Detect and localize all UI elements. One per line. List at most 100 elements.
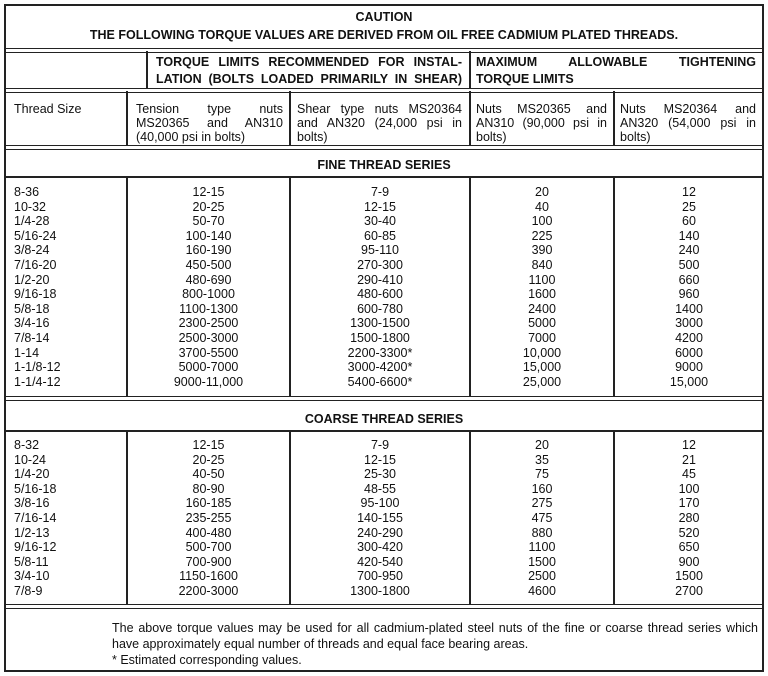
header-line: TORQUE LIMITS bbox=[476, 72, 574, 86]
torque-value-cell: 1400 bbox=[675, 301, 703, 316]
header-line: MAXIMUM ALLOWABLE TIGHTENING bbox=[476, 55, 756, 69]
torque-value-cell: 500 bbox=[678, 257, 700, 272]
divider bbox=[4, 430, 764, 432]
torque-value-cell: 280 bbox=[678, 510, 700, 525]
torque-value-cell: 480-690 bbox=[185, 272, 232, 287]
thread-size-cell: 3/4-10 bbox=[14, 569, 50, 584]
torque-value-cell: 2500-3000 bbox=[178, 330, 239, 345]
caution-banner: CAUTION THE FOLLOWING TORQUE VALUES ARE … bbox=[6, 8, 762, 44]
column-header-max-ms20365: Nuts MS20365 and AN310 (90,000 psi in bo… bbox=[476, 102, 607, 144]
torque-value-cell: 520 bbox=[678, 525, 700, 540]
torque-value-cell: 35 bbox=[535, 452, 549, 467]
thread-size-cell: 5/16-18 bbox=[14, 481, 57, 496]
thread-size-cell: 5/8-18 bbox=[14, 301, 50, 316]
torque-value-cell: 75 bbox=[535, 467, 549, 482]
thread-size-cell: 8-36 bbox=[14, 185, 40, 199]
divider bbox=[289, 91, 291, 146]
torque-value-cell: 20-25 bbox=[192, 199, 225, 214]
torque-value-cell: 25,000 bbox=[522, 374, 562, 389]
divider bbox=[469, 91, 471, 146]
thread-size-cell: 9/16-12 bbox=[14, 540, 57, 555]
header-line: LATION (BOLTS LOADED PRIMARILY IN SHEAR) bbox=[156, 72, 462, 86]
torque-value-cell: 1100 bbox=[528, 540, 556, 555]
torque-value-cell: 700-900 bbox=[185, 554, 232, 569]
torque-value-cell: 6000 bbox=[675, 345, 703, 360]
torque-value-cell: 960 bbox=[678, 287, 700, 302]
caution-text: THE FOLLOWING TORQUE VALUES ARE DERIVED … bbox=[89, 28, 679, 42]
notes-paragraph: The above torque values may be used for … bbox=[112, 621, 758, 651]
torque-value-cell: 1500 bbox=[675, 569, 703, 584]
torque-value-cell: 270-300 bbox=[357, 257, 403, 272]
column-header-max-ms20364: Nuts MS20364 and AN320 (54,000 psi in bo… bbox=[620, 102, 756, 144]
section-title-coarse: COARSE THREAD SERIES bbox=[304, 412, 464, 426]
thread-size-cell: 8-32 bbox=[14, 438, 40, 452]
torque-value-cell: 1150-1600 bbox=[179, 569, 238, 584]
divider bbox=[4, 176, 764, 178]
section-title-fine: FINE THREAD SERIES bbox=[317, 158, 451, 172]
torque-value-cell: 5000-7000 bbox=[178, 360, 239, 375]
coarse-max-ms20364-column: 12 21 45 100 170 280 520 650 900 1500 2700 bbox=[615, 438, 763, 599]
torque-value-cell: 2200-3300* bbox=[347, 345, 413, 360]
torque-value-cell: 480-600 bbox=[357, 287, 403, 302]
torque-value-cell: 450-500 bbox=[185, 257, 232, 272]
torque-value-cell: 7-9 bbox=[370, 185, 390, 199]
torque-value-cell: 50-70 bbox=[192, 214, 225, 229]
torque-value-cell: 15,000 bbox=[669, 374, 709, 389]
divider bbox=[126, 432, 128, 605]
torque-value-cell: 5000 bbox=[528, 316, 556, 331]
divider bbox=[469, 51, 471, 89]
thread-size-cell: 3/8-24 bbox=[14, 243, 50, 258]
torque-value-cell: 500-700 bbox=[185, 540, 232, 555]
torque-value-cell: 900 bbox=[678, 554, 700, 569]
torque-value-cell: 20-25 bbox=[192, 452, 225, 467]
thread-size-cell: 7/8-14 bbox=[14, 330, 50, 345]
torque-value-cell: 9000 bbox=[675, 360, 703, 375]
torque-value-cell: 25-30 bbox=[364, 467, 396, 482]
torque-value-cell: 10,000 bbox=[522, 345, 562, 360]
torque-value-cell: 80-90 bbox=[192, 481, 225, 496]
divider bbox=[4, 604, 764, 609]
torque-value-cell: 390 bbox=[531, 243, 553, 258]
thread-size-cell: 1/4-28 bbox=[14, 214, 50, 229]
torque-value-cell: 48-55 bbox=[364, 481, 396, 496]
column-header-shear-nuts: Shear type nuts MS20364 and AN320 (24,00… bbox=[297, 102, 462, 144]
footnote: * Estimated corresponding values. bbox=[112, 653, 302, 667]
torque-value-cell: 100 bbox=[531, 214, 553, 229]
torque-value-cell: 60-85 bbox=[364, 228, 396, 243]
torque-table bbox=[4, 4, 764, 672]
torque-value-cell: 400-480 bbox=[185, 525, 232, 540]
torque-value-cell: 12 bbox=[682, 438, 696, 452]
torque-value-cell: 40-50 bbox=[192, 467, 225, 482]
torque-value-cell: 290-410 bbox=[357, 272, 403, 287]
torque-value-cell: 160-190 bbox=[185, 243, 232, 258]
torque-value-cell: 1500-1800 bbox=[350, 330, 410, 345]
divider bbox=[289, 178, 291, 397]
torque-value-cell: 9000-11,000 bbox=[173, 374, 244, 389]
thread-size-cell: 1/4-20 bbox=[14, 467, 50, 482]
divider bbox=[289, 432, 291, 605]
torque-value-cell: 12-15 bbox=[364, 199, 396, 214]
torque-value-cell: 840 bbox=[531, 257, 553, 272]
torque-value-cell: 25 bbox=[682, 199, 696, 214]
torque-value-cell: 4600 bbox=[528, 583, 556, 598]
torque-value-cell: 30-40 bbox=[364, 214, 396, 229]
torque-value-cell: 880 bbox=[531, 525, 553, 540]
divider bbox=[613, 432, 615, 605]
divider bbox=[4, 396, 764, 401]
torque-value-cell: 100 bbox=[678, 481, 700, 496]
torque-value-cell: 2500 bbox=[528, 569, 556, 584]
divider bbox=[469, 178, 471, 397]
torque-value-cell: 660 bbox=[678, 272, 700, 287]
torque-value-cell: 45 bbox=[682, 467, 696, 482]
torque-value-cell: 3000 bbox=[675, 316, 703, 331]
torque-value-cell: 12-15 bbox=[192, 185, 225, 199]
divider bbox=[126, 91, 128, 146]
torque-value-cell: 240 bbox=[678, 243, 700, 258]
torque-value-cell: 2700 bbox=[675, 583, 703, 598]
thread-size-cell: 7/8-9 bbox=[14, 583, 43, 598]
thread-size-cell: 1-1/8-12 bbox=[14, 360, 61, 375]
torque-value-cell: 15,000 bbox=[522, 360, 562, 375]
torque-value-cell: 140-155 bbox=[357, 510, 403, 525]
torque-value-cell: 235-255 bbox=[185, 510, 232, 525]
torque-value-cell: 2300-2500 bbox=[178, 316, 239, 331]
